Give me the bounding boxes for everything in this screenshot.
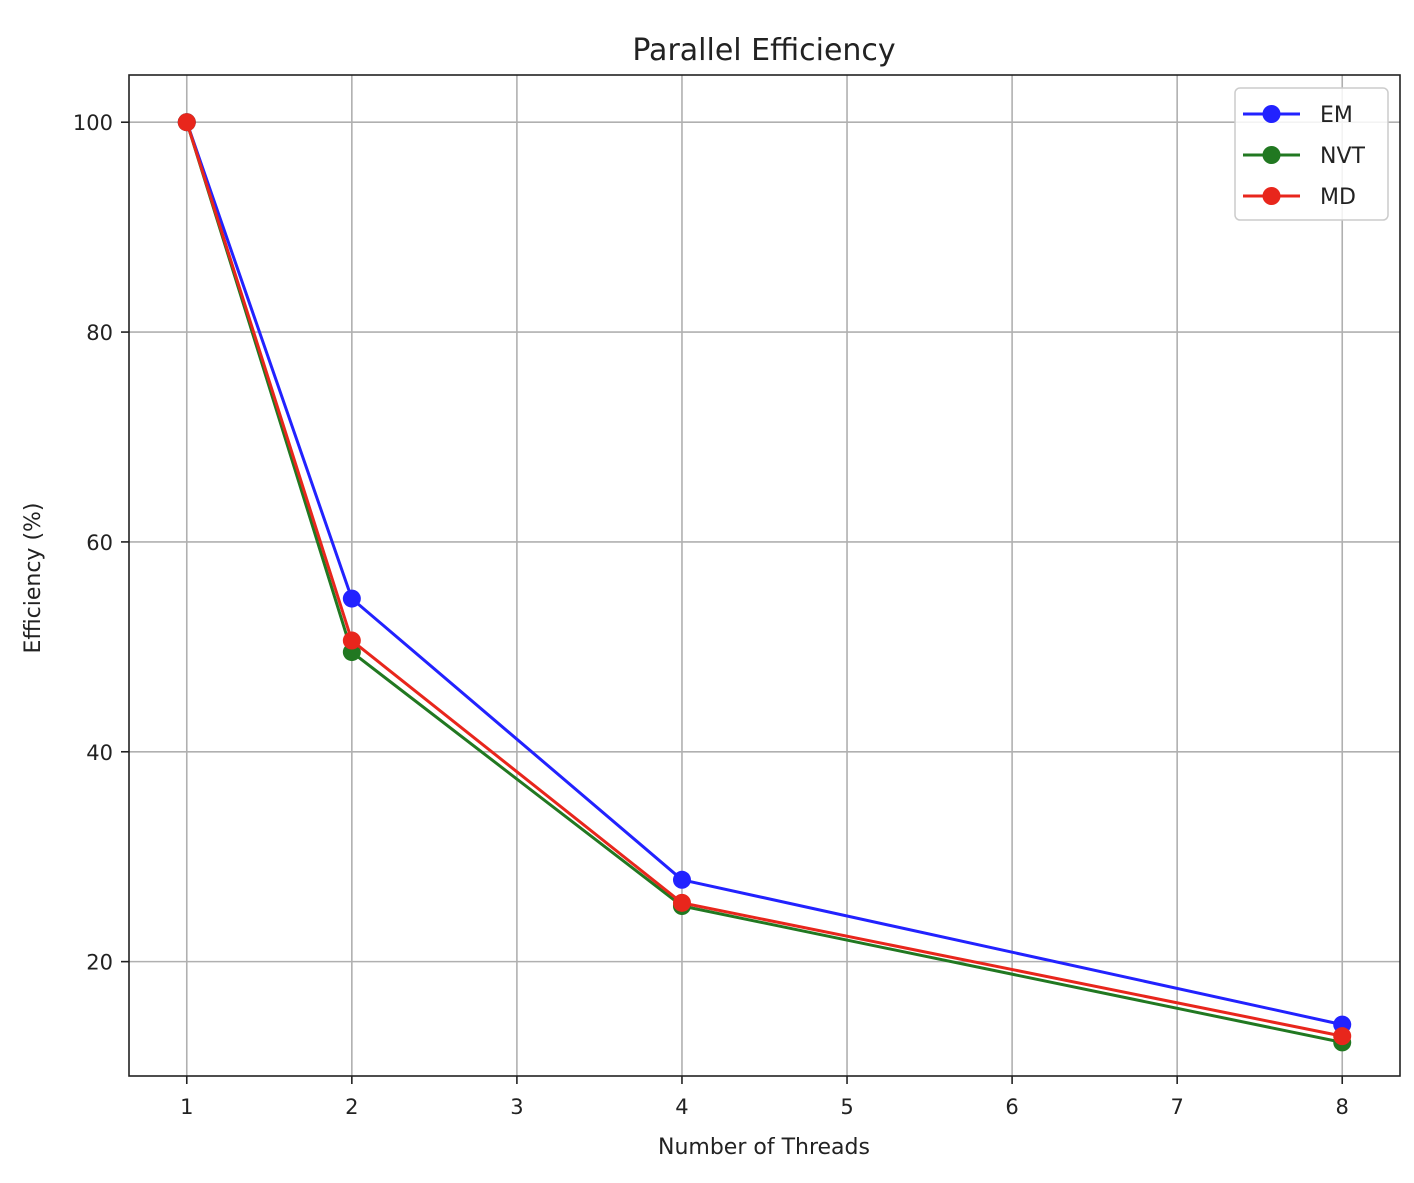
x-tick-label-2: 2 (345, 1095, 358, 1119)
legend-label-nvt: NVT (1320, 144, 1366, 169)
y-axis-ticks: 20 40 60 80 100 (73, 111, 129, 975)
legend-label-md: MD (1320, 185, 1356, 210)
x-axis-label: Number of Threads (658, 1135, 870, 1160)
x-tick-label-6: 6 (1005, 1095, 1018, 1119)
series-lines (177, 113, 1352, 1052)
data-point-md-2 (342, 631, 361, 650)
x-tick-label-8: 8 (1336, 1095, 1349, 1119)
legend: EM NVT MD (1234, 87, 1389, 221)
y-tick-label-20: 20 (86, 951, 113, 975)
legend-marker-md (1262, 187, 1281, 205)
data-point-md-8 (1333, 1027, 1352, 1046)
y-axis-label: Efficiency (%) (21, 502, 46, 653)
x-tick-label-4: 4 (675, 1095, 688, 1119)
x-axis-ticks: 1 2 3 4 5 6 7 8 (180, 1076, 1349, 1119)
data-point-md-4 (672, 893, 691, 912)
series-line-md (185, 121, 1343, 1038)
data-point-em-4 (672, 870, 691, 889)
x-tick-label-1: 1 (180, 1095, 193, 1119)
legend-marker-em (1262, 105, 1281, 123)
plot-frame (128, 74, 1401, 1077)
series-line-em (185, 121, 1343, 1027)
y-tick-label-100: 100 (73, 111, 113, 135)
y-tick-label-80: 80 (86, 321, 113, 345)
legend-label-em: EM (1320, 103, 1353, 128)
legend-marker-nvt (1262, 146, 1281, 164)
x-tick-label-7: 7 (1170, 1095, 1183, 1119)
chart-title: Parallel Efficiency (632, 33, 895, 68)
plot-area-background (129, 75, 1400, 1076)
data-point-md-1 (177, 113, 196, 132)
data-point-em-2 (342, 589, 361, 608)
series-line-nvt (185, 121, 1343, 1044)
y-tick-label-60: 60 (86, 531, 113, 555)
x-tick-label-3: 3 (510, 1095, 523, 1119)
grid-lines (129, 75, 1400, 1076)
x-tick-label-5: 5 (840, 1095, 853, 1119)
y-tick-label-40: 40 (86, 741, 113, 765)
